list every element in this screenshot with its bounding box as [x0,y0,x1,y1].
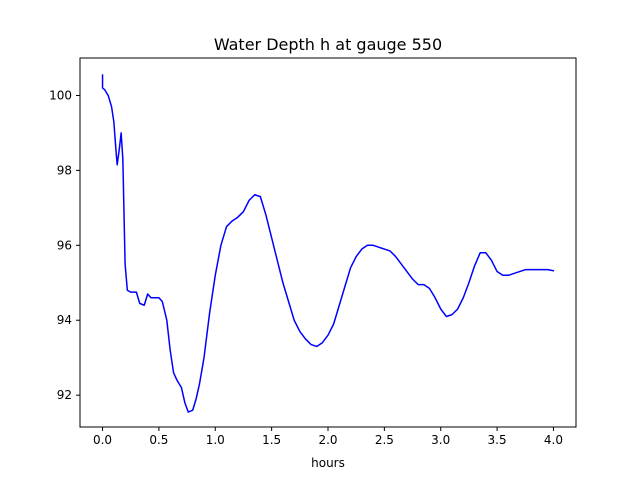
y-tick-label: 100 [49,88,72,102]
x-axis-label: hours [311,456,345,470]
y-tick-label: 96 [57,238,72,252]
chart-title: Water Depth h at gauge 550 [214,35,442,54]
x-tick-label: 1.5 [262,433,281,447]
x-tick-label: 3.5 [488,433,507,447]
y-tick-label: 92 [57,388,72,402]
plot-area [101,74,555,413]
x-tick-label: 0.0 [93,433,112,447]
x-tick-label: 3.0 [431,433,450,447]
y-tick-label: 98 [57,163,72,177]
x-axis-ticks: 0.0 0.5 1.0 1.5 2.0 2.5 3.0 3.5 4.0 [93,427,563,447]
y-axis-ticks: 92 94 96 98 100 [49,88,80,402]
axes-frame [79,57,577,428]
y-tick-label: 94 [57,313,72,327]
x-tick-label: 2.0 [318,433,337,447]
series-line-0 [101,74,555,413]
x-tick-label: 0.5 [149,433,168,447]
x-tick-label: 2.5 [375,433,394,447]
x-tick-label: 1.0 [206,433,225,447]
x-tick-label: 4.0 [544,433,563,447]
